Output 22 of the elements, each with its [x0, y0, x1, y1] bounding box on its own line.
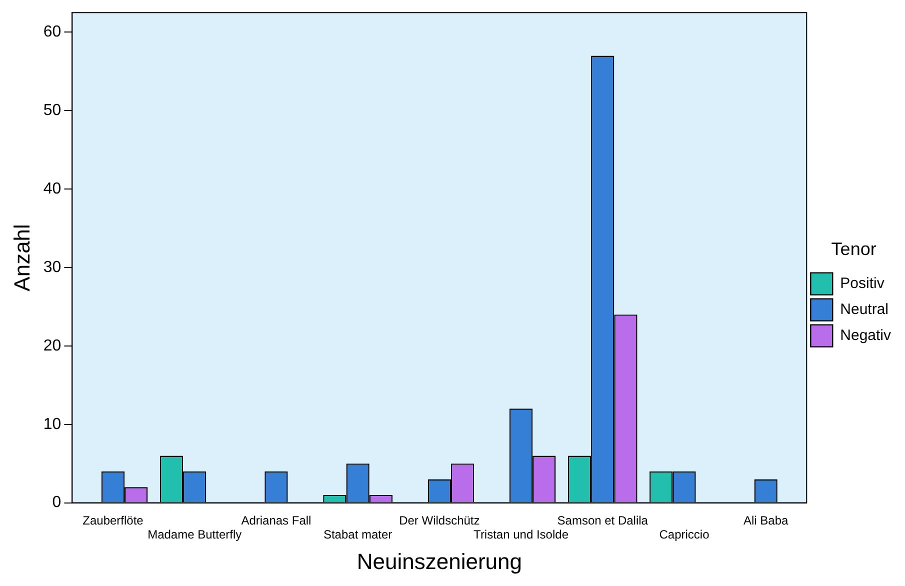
x-axis-title: Neuinszenierung	[356, 548, 522, 574]
x-tick-label: Samson et Dalila	[557, 513, 648, 528]
y-axis-title: Anzahl	[9, 224, 34, 292]
y-tick-label: 50	[43, 102, 62, 120]
x-tick-label: Der Wildschütz	[399, 513, 480, 528]
x-tick-label: Zauberflöte	[82, 513, 144, 528]
y-tick-label: 30	[43, 258, 62, 276]
y-tick-label: 40	[43, 180, 62, 198]
y-tick-label: 10	[43, 416, 62, 433]
x-tick-label: Stabat mater	[323, 528, 392, 542]
x-tick-label: Adrianas Fall	[241, 513, 312, 528]
x-tick-label: Madame Butterfly	[148, 528, 242, 542]
y-tick-label: 60	[43, 24, 62, 41]
x-tick-label: Tristan und Isolde	[474, 528, 569, 542]
y-tick-label: 0	[52, 494, 62, 512]
legend-label: Positiv	[840, 274, 885, 292]
y-tick-label: 20	[43, 337, 62, 354]
x-tick-label: Ali Baba	[743, 513, 789, 528]
legend-title: Tenor	[831, 239, 876, 260]
x-tick-label: Capriccio	[659, 528, 710, 542]
legend-label: Negativ	[840, 326, 892, 344]
legend-label: Neutral	[840, 300, 888, 318]
